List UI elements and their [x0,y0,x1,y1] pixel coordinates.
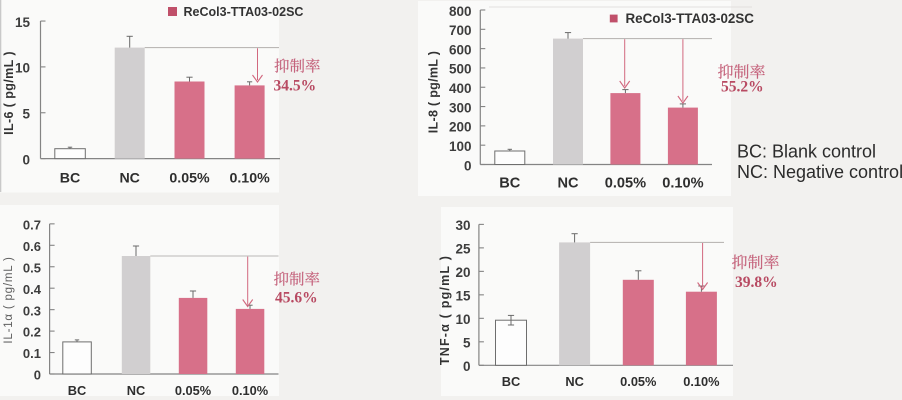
svg-text:500: 500 [449,62,472,77]
svg-text:ReCol3-TTA03-02SC: ReCol3-TTA03-02SC [626,11,755,26]
svg-text:0.05%: 0.05% [605,176,646,192]
svg-text:BC: BC [60,171,81,187]
svg-text:ReCol3-TTA03-02SC: ReCol3-TTA03-02SC [184,5,304,19]
svg-text:0.3: 0.3 [23,303,41,318]
svg-text:10: 10 [15,61,30,76]
svg-text:0.10%: 0.10% [229,171,270,187]
svg-text:0.4: 0.4 [23,282,42,297]
svg-text:34.5%: 34.5% [274,78,317,95]
svg-text:BC: BC [499,176,521,192]
svg-text:IL-8 ( pg/mL ): IL-8 ( pg/mL ) [427,51,441,133]
svg-text:0: 0 [463,359,471,374]
svg-text:45.6%: 45.6% [275,289,318,306]
svg-text:15: 15 [455,289,471,304]
svg-text:NC: NC [119,171,140,187]
svg-text:IL-1α ( pg/mL ): IL-1α ( pg/mL ) [3,256,15,343]
svg-text:0: 0 [22,152,30,167]
svg-text:0.5: 0.5 [23,260,41,275]
svg-text:0: 0 [34,368,41,383]
svg-text:BC: Blank control: BC: Blank control [737,141,876,161]
svg-text:100: 100 [449,139,472,154]
svg-text:BC: BC [502,374,520,389]
svg-text:5: 5 [22,107,30,122]
svg-text:400: 400 [449,81,472,96]
svg-text:NC: Negative control: NC: Negative control [737,162,902,182]
svg-text:BC: BC [68,383,86,398]
svg-text:NC: NC [557,176,579,192]
svg-text:200: 200 [449,120,472,135]
svg-text:NC: NC [127,383,145,398]
svg-text:0.2: 0.2 [23,325,41,340]
svg-text:0.05%: 0.05% [620,374,657,389]
svg-text:55.2%: 55.2% [721,78,764,95]
svg-text:NC: NC [565,374,583,389]
svg-text:0.05%: 0.05% [175,383,212,398]
svg-text:0.10%: 0.10% [683,374,720,389]
svg-text:0.10%: 0.10% [662,176,703,192]
svg-text:10: 10 [455,312,470,327]
svg-text:TNF-α ( pg/mL ): TNF-α ( pg/mL ) [438,255,452,365]
svg-text:700: 700 [449,23,472,38]
svg-text:0.05%: 0.05% [169,171,210,187]
svg-text:IL-6 ( pg/mL ): IL-6 ( pg/mL ) [2,51,16,135]
svg-text:0.7: 0.7 [23,217,41,232]
svg-text:5: 5 [463,336,471,351]
svg-text:25: 25 [455,242,471,257]
svg-text:0.6: 0.6 [23,239,41,254]
svg-text:30: 30 [455,218,470,233]
svg-text:300: 300 [449,100,472,115]
svg-text:800: 800 [449,4,472,19]
svg-text:15: 15 [15,15,31,30]
svg-text:20: 20 [455,265,470,280]
svg-text:39.8%: 39.8% [735,274,778,291]
svg-text:600: 600 [449,42,472,57]
svg-text:0.1: 0.1 [23,346,41,361]
svg-text:0: 0 [464,158,472,173]
svg-text:0.10%: 0.10% [232,383,269,398]
